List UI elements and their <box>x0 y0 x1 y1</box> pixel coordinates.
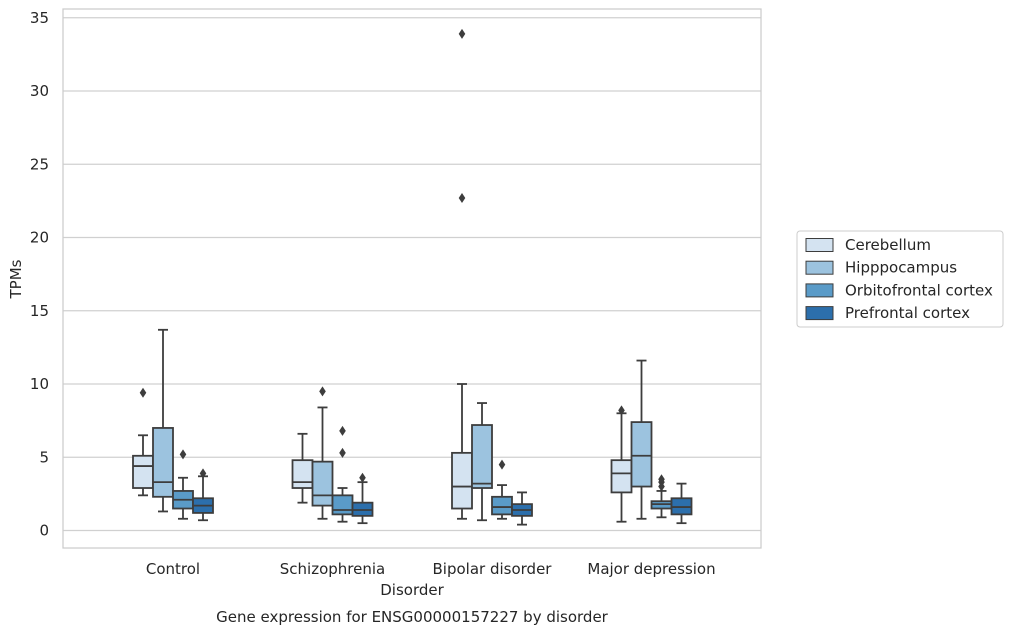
box-plot <box>172 449 194 520</box>
box-iqr <box>331 494 354 516</box>
box-plot <box>192 468 214 522</box>
legend-swatch <box>805 260 834 275</box>
box-iqr <box>291 459 314 489</box>
y-tick-label: 25 <box>30 155 49 173</box>
legend-swatch <box>805 283 834 298</box>
x-tick-labels: Control Schizophrenia Bipolar disorder Majo… <box>146 560 716 578</box>
legend-label: Prefrontal cortex <box>845 304 970 322</box>
box-plot <box>331 425 354 523</box>
x-tick-label: Schizophrenia <box>280 560 385 578</box>
x-tick-label: Bipolar disorder <box>433 560 553 578</box>
legend-swatch <box>805 238 834 252</box>
box-plot <box>650 474 673 519</box>
y-tick-label: 0 <box>39 522 49 540</box>
y-tick-label: 10 <box>30 375 49 393</box>
box-iqr <box>311 460 334 507</box>
outlier-point <box>339 425 346 436</box>
outlier-point <box>199 468 207 479</box>
box-plot <box>132 387 154 497</box>
legend: Cerebellum Hipppocampus Orbitofrontal cort… <box>796 230 1004 328</box>
box-plot <box>610 405 633 523</box>
box-plot <box>471 402 493 522</box>
box-plot <box>291 432 314 504</box>
y-tick-label: 35 <box>30 9 49 27</box>
outlier-point <box>658 481 665 492</box>
chart-caption: Gene expression for ENSG00000157227 by d… <box>216 608 609 626</box>
plot-area-frame <box>62 8 762 549</box>
box-plot <box>491 459 513 520</box>
y-tick-label: 30 <box>30 82 49 100</box>
box-plot <box>630 359 653 520</box>
y-tick-label: 20 <box>30 229 49 247</box>
box-plot <box>670 482 693 525</box>
outlier-point <box>458 28 466 39</box>
x-tick-label: Major depression <box>587 560 715 578</box>
box-iqr <box>630 421 653 488</box>
legend-frame <box>796 230 1004 328</box>
box-iqr <box>132 454 154 489</box>
box-plot <box>351 472 374 525</box>
y-tick-labels: 0 5 10 15 20 25 30 35 <box>30 9 49 540</box>
outlier-point <box>359 472 366 483</box>
outlier-point <box>179 449 187 460</box>
grid-lines <box>63 17 761 532</box>
outlier-point <box>618 405 625 416</box>
y-tick-label: 5 <box>39 448 49 466</box>
box-iqr <box>152 427 174 498</box>
box-iqr <box>451 451 473 510</box>
box-plot <box>311 386 334 520</box>
legend-label: Hipppocampus <box>845 259 957 277</box>
y-tick-label: 15 <box>30 302 49 320</box>
outlier-point <box>139 387 147 398</box>
outlier-point <box>339 447 346 458</box>
box-plot <box>511 491 533 526</box>
box-iqr <box>491 495 513 516</box>
box-iqr <box>471 424 493 489</box>
outlier-point <box>498 459 506 470</box>
x-axis-label: Disorder <box>380 581 444 599</box>
y-axis-label: TPMs <box>7 259 25 299</box>
outlier-point <box>458 192 466 203</box>
box-plot <box>451 28 473 520</box>
legend-label: Orbitofrontal cortex <box>845 281 993 299</box>
legend-swatch <box>805 306 834 321</box>
outlier-point <box>319 386 326 397</box>
box-plots <box>132 28 693 526</box>
legend-label: Cerebellum <box>845 236 931 254</box>
box-iqr <box>610 459 633 494</box>
box-plot <box>152 328 174 513</box>
x-tick-label: Control <box>146 560 200 578</box>
